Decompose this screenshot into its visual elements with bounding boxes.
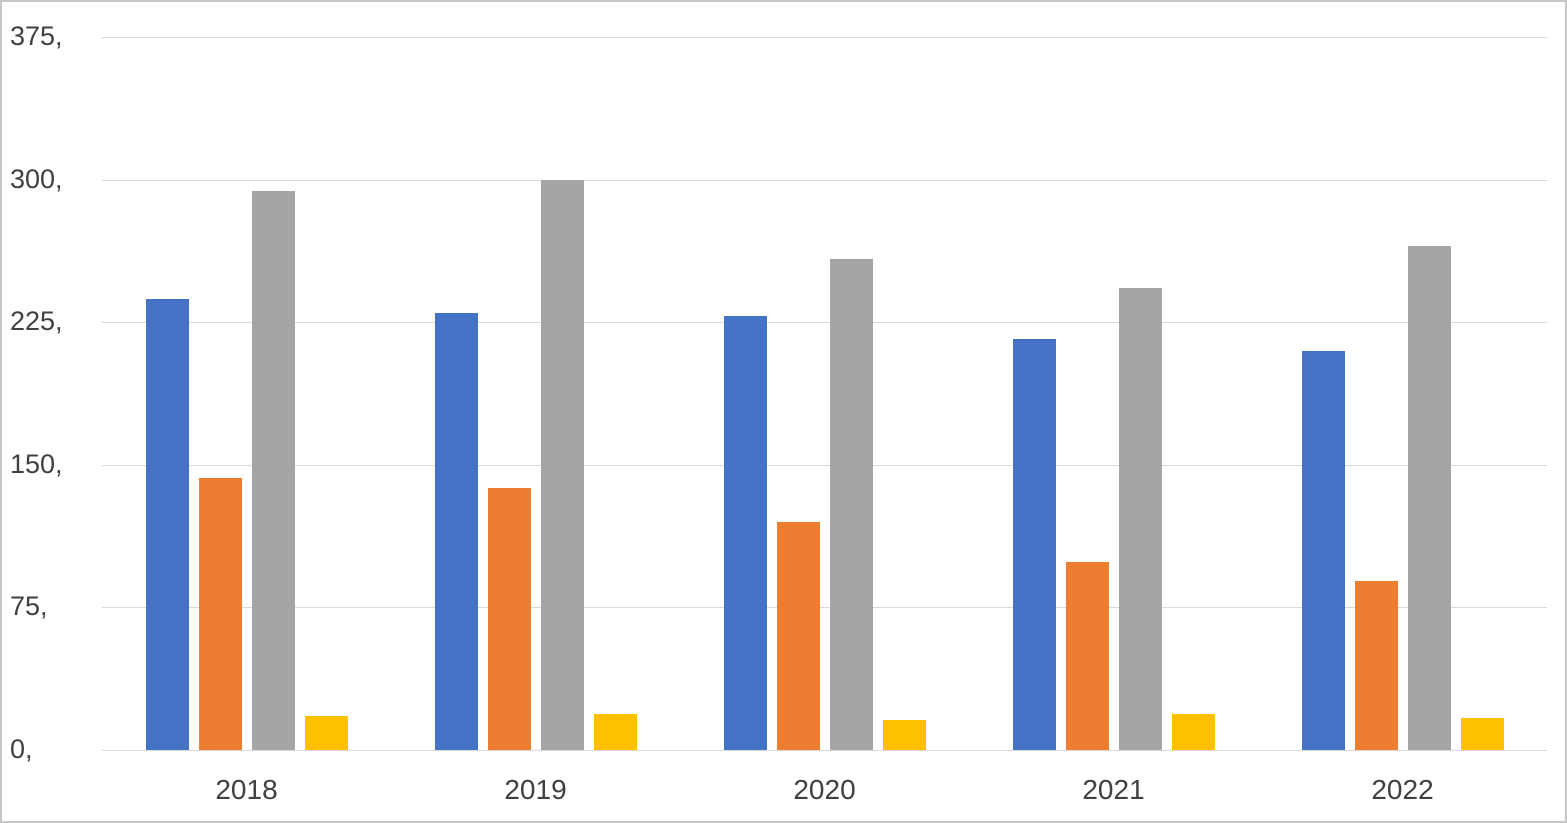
bar-orange-2018 (198, 478, 242, 750)
bar-gray-2021 (1118, 287, 1162, 750)
x-axis-tick-label: 2022 (1371, 774, 1434, 805)
bar-blue-2020 (723, 316, 767, 750)
y-axis-tick-label: 225, (10, 306, 63, 337)
bar-yellow-2018 (304, 715, 348, 750)
bar-gray-2018 (251, 191, 295, 750)
x-axis-tick-label: 2021 (1082, 774, 1145, 805)
bar-blue-2021 (1012, 339, 1056, 750)
gridline (102, 607, 1547, 609)
y-axis-tick-label: 0, (10, 733, 33, 764)
y-axis-tick-label: 75, (10, 591, 48, 622)
bar-yellow-2020 (882, 719, 926, 750)
bar-orange-2022 (1354, 580, 1398, 750)
gridline (102, 322, 1547, 324)
gridline (102, 750, 1547, 751)
x-axis-tick-label: 2019 (504, 774, 567, 805)
bar-blue-2019 (434, 312, 478, 750)
y-axis-tick-label: 300, (10, 163, 63, 194)
bar-gray-2020 (829, 259, 873, 750)
bar-orange-2021 (1065, 561, 1109, 750)
bar-gray-2022 (1407, 246, 1451, 750)
bar-gray-2019 (540, 179, 584, 750)
y-axis-tick-label: 375, (10, 20, 63, 51)
gridline (102, 179, 1547, 181)
x-axis-tick-label: 2018 (215, 774, 278, 805)
bar-blue-2022 (1301, 350, 1345, 750)
bar-yellow-2019 (593, 713, 637, 750)
gridline (102, 464, 1547, 466)
bar-blue-2018 (145, 299, 189, 750)
y-axis-tick-label: 150, (10, 448, 63, 479)
bar-yellow-2021 (1171, 713, 1215, 750)
x-axis-tick-label: 2020 (793, 774, 856, 805)
gridline (102, 37, 1547, 38)
bar-orange-2019 (487, 487, 531, 750)
bar-orange-2020 (776, 521, 820, 750)
bar-yellow-2022 (1460, 717, 1504, 750)
